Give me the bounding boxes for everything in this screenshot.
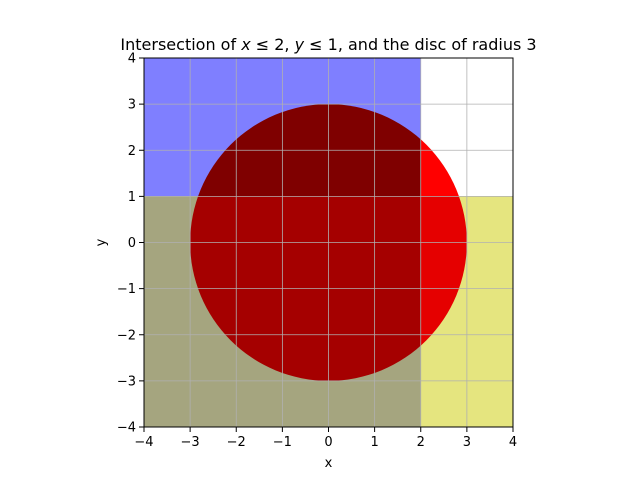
y-tick-label: 4 <box>128 52 136 67</box>
y-tick-label: −1 <box>117 282 136 297</box>
y-tick-label: 3 <box>128 98 136 113</box>
y-tick-label: −3 <box>117 374 136 389</box>
x-tick-label: −2 <box>227 435 246 450</box>
x-tick-label: −3 <box>181 435 200 450</box>
y-tick-label: 2 <box>128 144 136 159</box>
x-tick-label: 4 <box>509 435 517 450</box>
y-tick-label: −4 <box>117 421 136 436</box>
x-tick-label: −4 <box>134 435 153 450</box>
x-tick-label: 0 <box>324 435 332 450</box>
x-axis-label: x <box>325 456 333 471</box>
chart-title: Intersection of x ≤ 2, y ≤ 1, and the di… <box>120 35 536 54</box>
y-tick-label: 0 <box>128 236 136 251</box>
x-tick-label: −1 <box>273 435 292 450</box>
y-tick-label: 1 <box>128 190 136 205</box>
x-tick-label: 1 <box>370 435 378 450</box>
y-axis-label: y <box>94 238 109 246</box>
x-tick-label: 3 <box>463 435 471 450</box>
x-tick-label: 2 <box>417 435 425 450</box>
y-tick-label: −2 <box>117 328 136 343</box>
ticks-layer: −4 −3 −2 −1 0 1 2 3 4 −4 −3 −2 −1 0 1 2 3 4 <box>117 52 517 451</box>
